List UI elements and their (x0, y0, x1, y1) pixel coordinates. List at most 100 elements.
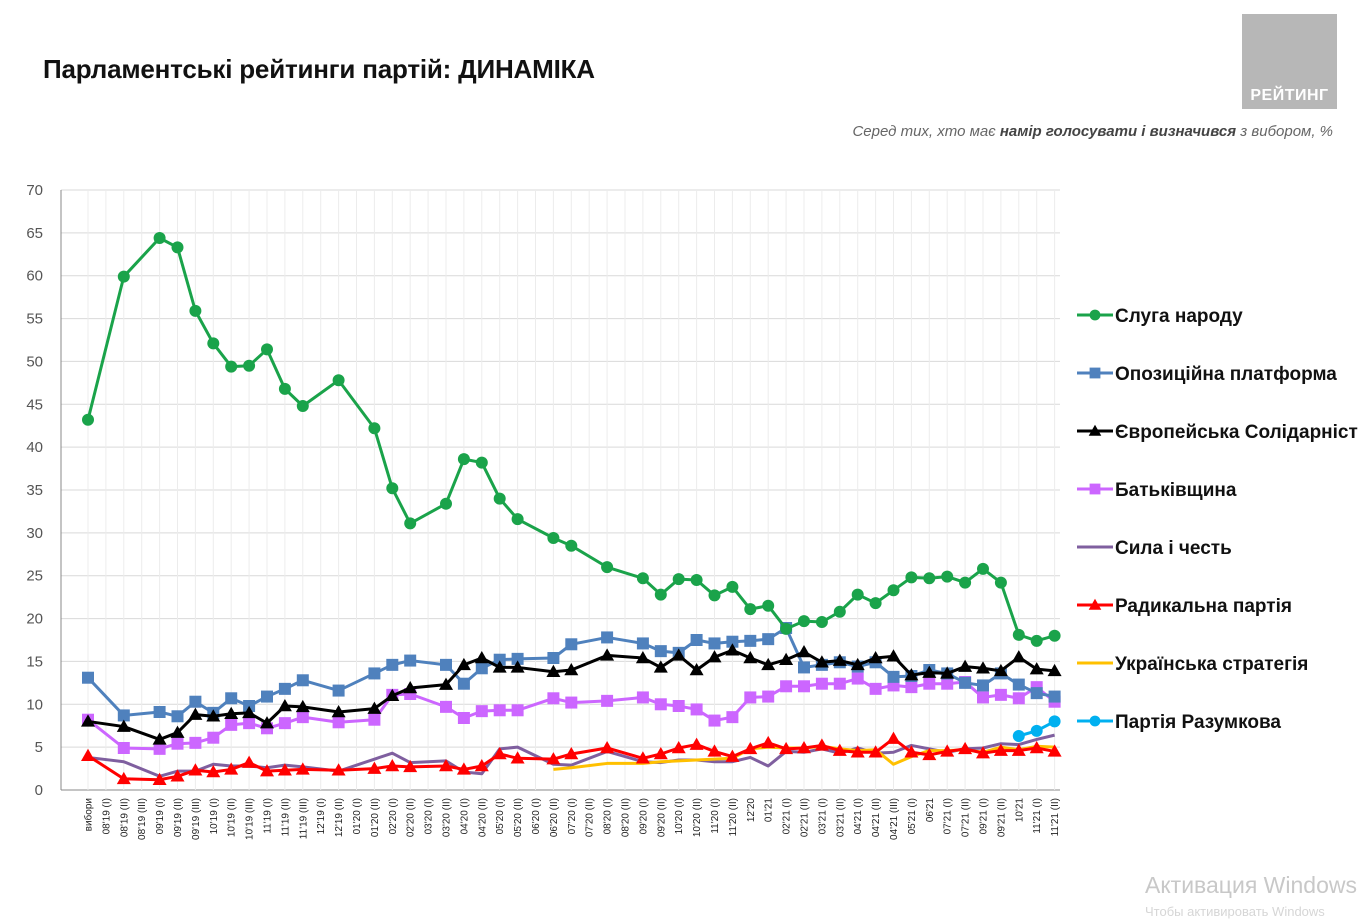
data-point (977, 562, 989, 575)
chart-axes: 0 5 10 15 20 25 30 35 40 45 50 55 60 65 70 вибори 08'19 … (26, 182, 1061, 840)
x-tick-label: вибори (83, 798, 95, 831)
data-point (474, 651, 489, 664)
data-point (815, 677, 828, 690)
data-point (1012, 628, 1025, 641)
data-point (153, 232, 166, 244)
data-point (1012, 692, 1025, 705)
data-point (225, 360, 238, 373)
y-tick-label: 10 (26, 696, 43, 713)
data-point (296, 711, 309, 724)
data-point (601, 631, 614, 644)
data-point (653, 660, 668, 673)
x-tick-label: 06'21 (925, 798, 936, 823)
chart-legend: Слуга народу Опозиційна платформа Європейс… (1077, 306, 1359, 733)
data-point (1012, 678, 1025, 691)
legend-label: Українська стратегія (1115, 654, 1308, 675)
data-point (152, 772, 167, 785)
data-point (671, 741, 686, 754)
data-point (887, 584, 900, 597)
data-point (152, 732, 167, 745)
data-point (707, 744, 722, 757)
data-point (977, 679, 989, 692)
data-point (761, 735, 776, 749)
data-point (798, 615, 810, 628)
x-tick-label: 12'19 (І) (316, 798, 327, 834)
data-point (923, 572, 936, 585)
data-point (993, 743, 1008, 756)
data-point (726, 635, 739, 648)
x-tick-label: 07'20 (ІІ) (585, 798, 596, 837)
legend-label: Опозиційна платформа (1115, 364, 1337, 385)
legend-label: Сила і честь (1115, 538, 1232, 559)
data-point (440, 700, 452, 713)
data-point (690, 634, 703, 646)
data-point (726, 580, 739, 593)
x-tick-label: 05'20 (І) (495, 798, 506, 834)
data-point (904, 668, 919, 681)
x-tick-label: 08'20 (ІІ) (621, 798, 632, 837)
data-point (779, 652, 794, 665)
data-point (278, 682, 291, 695)
x-tick-label: 11'21 (ІІ) (1050, 798, 1061, 836)
data-point (404, 517, 417, 530)
data-point (977, 691, 989, 704)
data-point (260, 716, 274, 729)
data-point (689, 737, 704, 750)
legend-label: Батьківщина (1115, 480, 1237, 501)
data-point (475, 662, 488, 675)
data-point (726, 711, 739, 724)
data-point (600, 648, 615, 661)
data-point (762, 633, 775, 646)
x-tick-label: 10'19 (ІІІ) (245, 798, 256, 840)
data-point (922, 747, 937, 761)
data-point (492, 660, 507, 673)
windows-activation-subtext: Чтобы активировать Windows (1145, 904, 1325, 919)
data-point (636, 572, 649, 585)
data-point (708, 589, 721, 602)
data-point (1011, 650, 1026, 663)
data-point (457, 453, 470, 466)
data-point (780, 680, 793, 693)
data-point (832, 653, 847, 666)
data-point (368, 713, 381, 726)
x-tick-label: 07'20 (І) (567, 798, 578, 834)
data-point (905, 571, 918, 584)
data-point (385, 688, 400, 701)
data-point (797, 645, 811, 658)
x-tick-label: 03'21 (ІІ) (835, 798, 846, 837)
x-tick-label: 02'21 (ІІ) (800, 798, 811, 837)
x-tick-label: 05'20 (ІІ) (513, 798, 524, 837)
data-point (171, 737, 184, 750)
data-point (368, 422, 381, 435)
data-point (635, 751, 650, 764)
data-point (654, 645, 667, 658)
data-point (1089, 483, 1101, 495)
data-point (82, 413, 94, 426)
data-point (386, 482, 399, 495)
x-tick-label: 03'20 (І) (424, 798, 435, 834)
data-point (404, 654, 417, 667)
data-point (170, 769, 185, 782)
data-point (815, 616, 828, 628)
data-point (188, 763, 203, 776)
x-tick-label: 08'19 (ІІ) (119, 798, 130, 837)
data-point (117, 709, 130, 722)
data-point (780, 622, 793, 635)
legend-item: Батьківщина (1077, 480, 1237, 501)
data-point (1048, 715, 1061, 728)
x-tick-label: 09'21 (І) (979, 798, 990, 834)
data-point (207, 337, 220, 350)
data-point (744, 603, 757, 616)
data-point (635, 651, 650, 664)
data-point (153, 706, 166, 718)
subtitle-pre: Серед тих, хто має (852, 123, 1000, 140)
data-point (1048, 690, 1061, 703)
data-point (547, 652, 560, 664)
data-point (762, 599, 775, 612)
x-tick-label: 10'19 (ІІ) (227, 798, 238, 837)
data-point (850, 745, 865, 758)
data-point (886, 649, 901, 662)
data-point (814, 655, 829, 668)
legend-label: Партія Разумкова (1115, 712, 1281, 733)
